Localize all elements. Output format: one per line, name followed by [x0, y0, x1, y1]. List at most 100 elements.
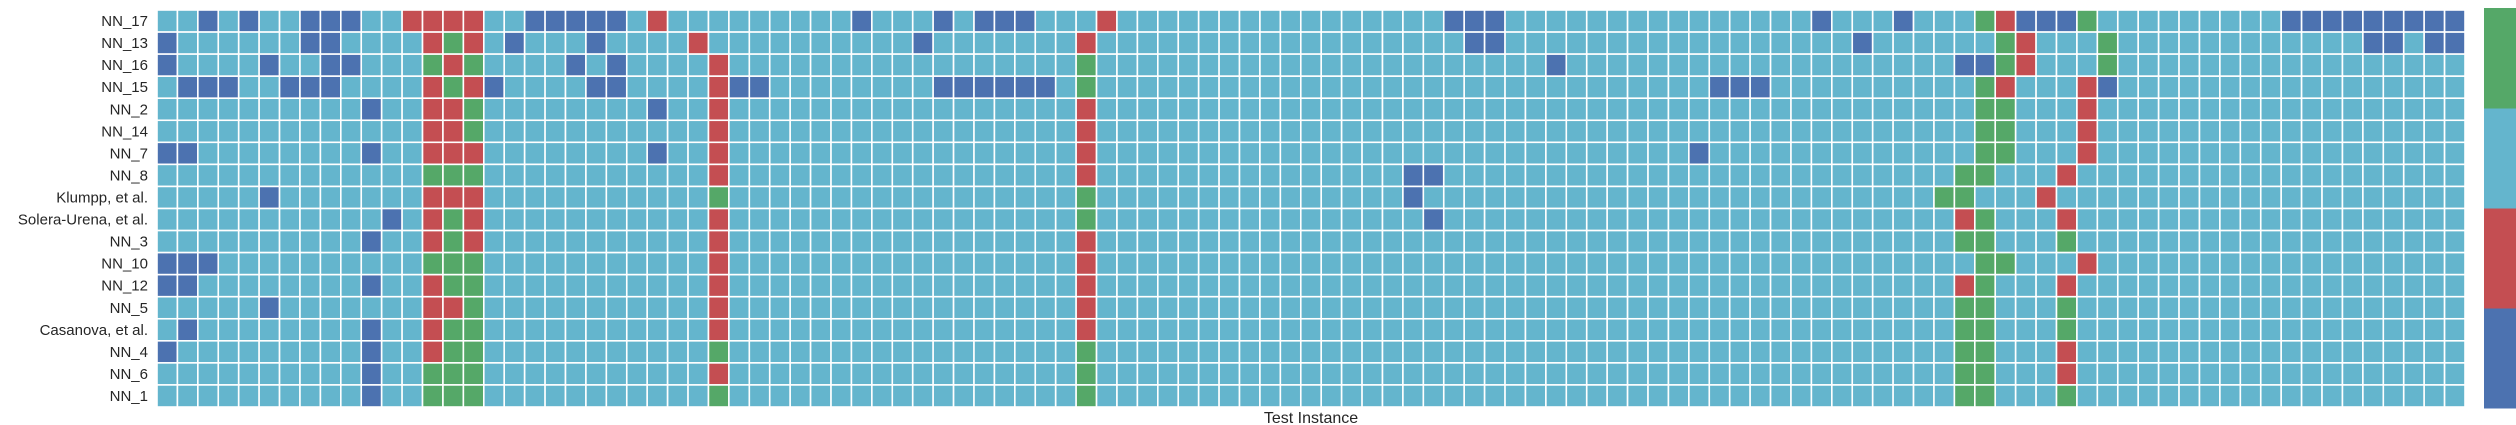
heatmap-cell-fp	[2362, 9, 2385, 33]
heatmap-cell-tn	[1831, 384, 1854, 408]
heatmap-cell-fn	[707, 141, 730, 166]
heatmap-cell-tn	[1422, 75, 1445, 100]
heatmap-cell-tn	[2443, 75, 2466, 100]
heatmap-cell-tn	[1728, 163, 1751, 188]
heatmap-cell-tn	[1688, 317, 1711, 342]
heatmap-cell-tn	[1831, 229, 1854, 254]
heatmap-cell-tn	[360, 9, 383, 33]
heatmap-cell-tn	[360, 207, 383, 232]
heatmap-cell-tn	[1585, 141, 1608, 166]
heatmap-cell-tn	[1034, 317, 1057, 342]
heatmap-cell-tn	[2321, 273, 2344, 298]
heatmap-cell-tn	[380, 340, 403, 364]
heatmap-cell-tn	[1524, 229, 1547, 254]
heatmap-cell-tn	[1626, 75, 1649, 100]
heatmap-cell-tn	[2402, 119, 2425, 144]
heatmap-cell-tn	[1095, 251, 1118, 276]
heatmap-cell-tn	[1075, 9, 1098, 33]
heatmap-cell-tn	[1402, 384, 1425, 408]
heatmap-cell-tn	[1504, 340, 1527, 364]
heatmap-cell-tn	[2300, 295, 2323, 320]
heatmap-cell-tn	[1463, 163, 1486, 188]
heatmap-cell-fp	[176, 317, 199, 342]
heatmap-cell-tn	[299, 251, 322, 276]
heatmap-cell-fp	[360, 340, 383, 364]
heatmap-cell-tn	[2402, 229, 2425, 254]
heatmap-cell-tn	[1831, 317, 1854, 342]
heatmap-cell-tn	[503, 251, 526, 276]
heatmap-cell-tn	[340, 141, 363, 166]
heatmap-cell-tn	[2321, 207, 2344, 232]
heatmap-cell-tn	[2341, 53, 2364, 77]
heatmap-cell-tn	[1279, 75, 1302, 100]
heatmap-cell-tn	[768, 185, 791, 210]
heatmap-cell-tn	[1014, 251, 1037, 276]
heatmap-cell-tn	[1667, 340, 1690, 364]
heatmap-cell-tn	[217, 384, 240, 408]
heatmap-cell-tn	[1688, 119, 1711, 144]
heatmap-cell-tn	[1749, 317, 1772, 342]
x-axis-label: Test Instance	[1264, 410, 1358, 425]
heatmap-cell-tn	[2157, 119, 2180, 144]
heatmap-cell-tn	[2178, 141, 2201, 166]
heatmap-cell-tn	[2239, 340, 2262, 364]
heatmap-cell-tn	[401, 97, 424, 122]
heatmap-cell-tn	[2198, 119, 2221, 144]
heatmap-cell-tn	[1606, 9, 1629, 33]
heatmap-cell-tn	[1381, 75, 1404, 100]
heatmap-cell-tn	[1912, 340, 1935, 364]
heatmap-cell-tn	[2014, 207, 2037, 232]
heatmap-cell-tn	[585, 317, 608, 342]
heatmap-cell-tn	[217, 229, 240, 254]
heatmap-cell-tn	[2362, 207, 2385, 232]
heatmap-cell-tn	[217, 207, 240, 232]
heatmap-cell-tn	[585, 53, 608, 77]
heatmap-cell-tn	[1851, 317, 1874, 342]
heatmap-cell-tn	[360, 53, 383, 77]
heatmap-cell-tn	[2259, 362, 2282, 386]
heatmap-cell-tn	[1136, 384, 1159, 408]
heatmap-cell-fp	[217, 75, 240, 100]
heatmap-cell-tn	[503, 97, 526, 122]
heatmap-cell-tn	[299, 119, 322, 144]
heatmap-cell-tn	[2076, 362, 2099, 386]
heatmap-cell-tn	[1299, 384, 1323, 408]
heatmap-cell-tn	[2239, 384, 2262, 408]
heatmap-cell-tn	[1361, 75, 1384, 100]
heatmap-cell-tn	[1504, 119, 1527, 144]
heatmap-cell-fp	[176, 141, 199, 166]
heatmap-cell-tn	[2423, 362, 2446, 386]
heatmap-cell-tn	[237, 75, 260, 100]
heatmap-cell-tn	[1790, 384, 1813, 408]
heatmap-cell-tn	[1361, 31, 1384, 55]
heatmap-cell-tn	[585, 251, 608, 276]
heatmap-cell-tn	[2341, 75, 2364, 100]
heatmap-cell-tn	[1442, 317, 1465, 342]
heatmap-cell-fn	[2055, 340, 2078, 364]
heatmap-cell-tn	[1463, 185, 1486, 210]
heatmap-cell-tn	[830, 295, 853, 320]
heatmap-cell-tn	[2443, 384, 2466, 408]
heatmap-cell-tn	[1708, 384, 1731, 408]
heatmap-cell-tn	[2259, 163, 2282, 188]
heatmap-cell-tn	[932, 163, 955, 188]
heatmap-cell-tn	[1585, 163, 1608, 188]
heatmap-cell-tn	[830, 340, 853, 364]
heatmap-cell-tn	[2300, 163, 2323, 188]
heatmap-cell-tn	[1790, 185, 1813, 210]
heatmap-cell-tn	[748, 53, 771, 77]
heatmap-cell-tn	[687, 384, 710, 408]
heatmap-cell-tn	[1320, 295, 1343, 320]
heatmap-cell-fn	[1075, 317, 1098, 342]
heatmap-cell-tn	[1545, 163, 1568, 188]
heatmap-cell-fn	[1075, 31, 1098, 55]
heatmap-cell-tn	[176, 229, 199, 254]
heatmap-cell-tn	[952, 229, 975, 254]
heatmap-cell-tn	[1218, 31, 1241, 55]
heatmap-cell-fp	[1483, 9, 1506, 33]
heatmap-cell-tn	[2362, 75, 2385, 100]
heatmap-cell-tp	[2055, 229, 2078, 254]
heatmap-cell-tn	[1034, 295, 1057, 320]
heatmap-cell-fn	[707, 362, 730, 386]
heatmap-cell-tn	[1259, 163, 1282, 188]
